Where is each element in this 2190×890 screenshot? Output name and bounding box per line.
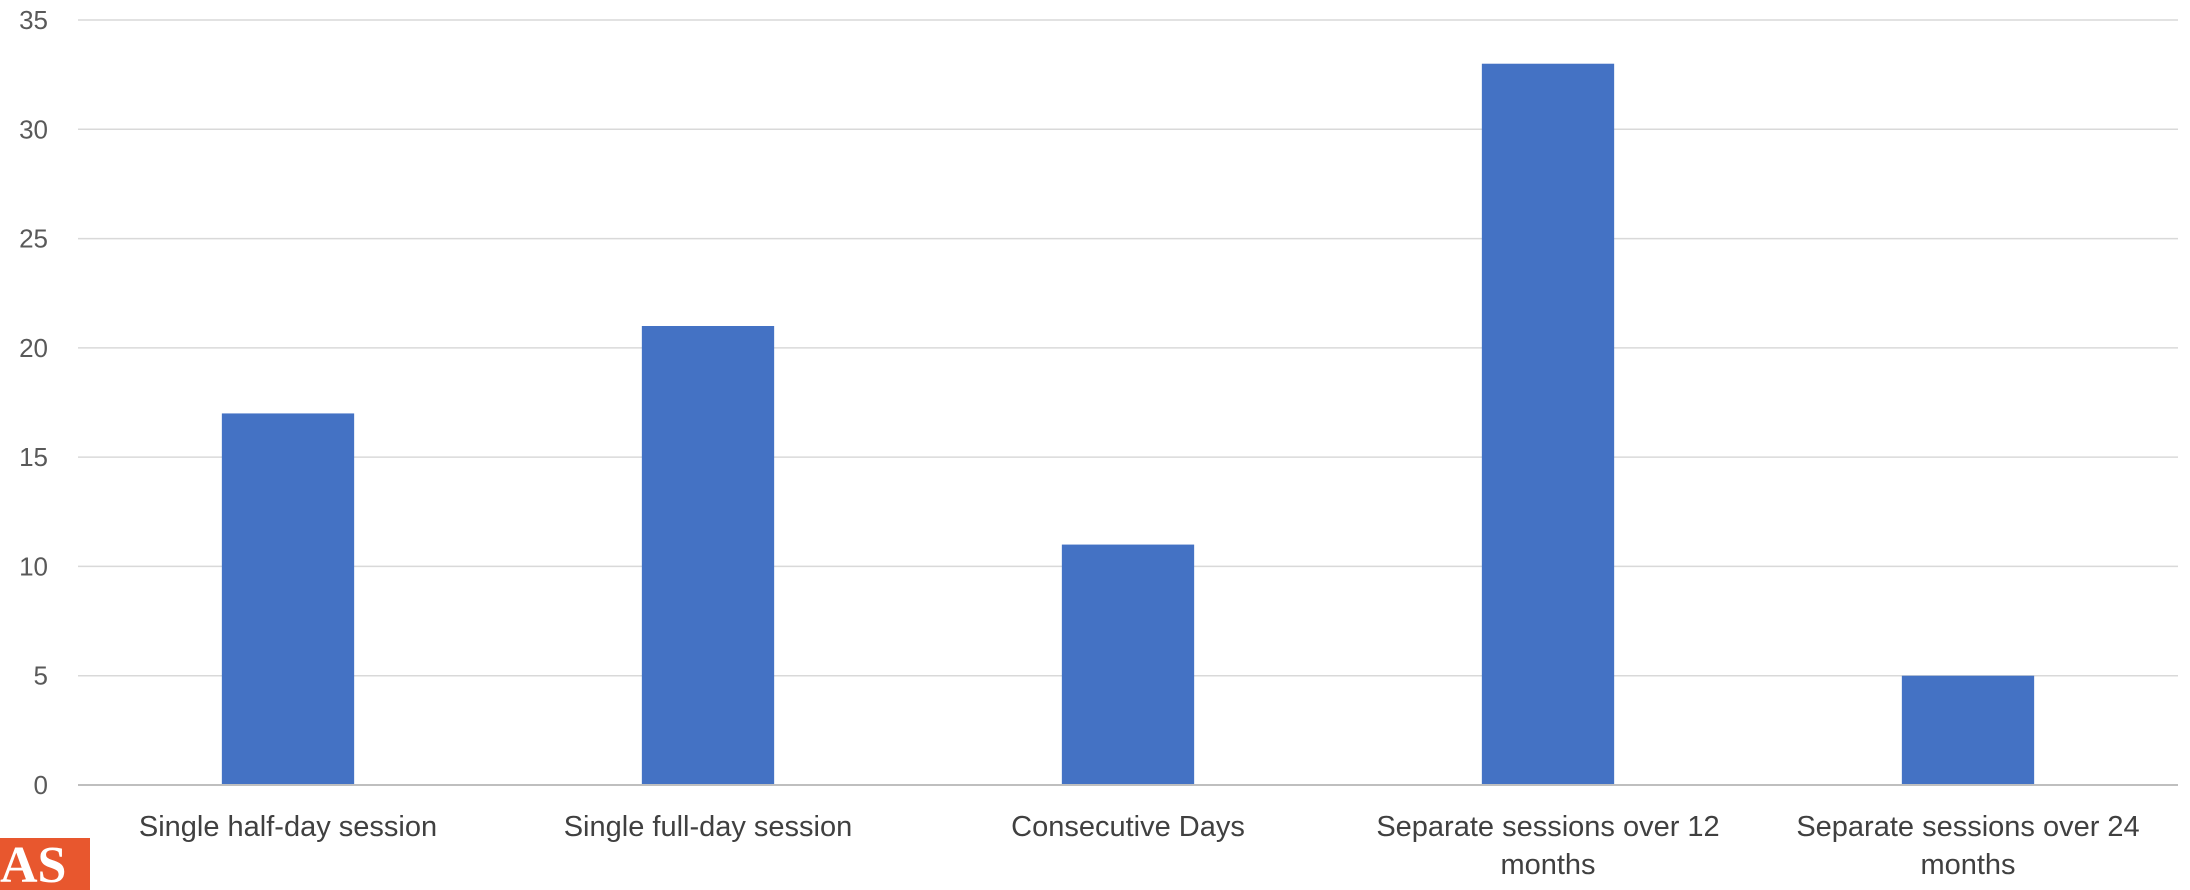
y-tick-label: 15 bbox=[19, 442, 48, 472]
bar bbox=[1901, 675, 2035, 785]
y-axis-tick-labels: 0 5 10 15 20 25 30 35 bbox=[19, 5, 48, 800]
logo-text: AS bbox=[0, 837, 66, 890]
x-axis-category-labels: Single half-day session Single full-day s… bbox=[139, 811, 2140, 881]
x-category-label: Consecutive Days bbox=[1011, 811, 1245, 843]
gridlines bbox=[78, 19, 2178, 677]
y-tick-label: 0 bbox=[34, 770, 48, 800]
x-category-label: Single full-day session bbox=[564, 811, 853, 843]
bar bbox=[1481, 63, 1615, 785]
x-category-label: months bbox=[1500, 849, 1595, 881]
x-category-label: Separate sessions over 12 bbox=[1376, 811, 1719, 843]
y-tick-label: 20 bbox=[19, 333, 48, 363]
bar bbox=[1061, 544, 1195, 785]
x-category-label: months bbox=[1920, 849, 2015, 881]
logo: AS bbox=[0, 830, 96, 890]
bar bbox=[221, 413, 355, 785]
bars bbox=[221, 63, 2035, 785]
x-category-label: Single half-day session bbox=[139, 811, 437, 843]
y-tick-label: 25 bbox=[19, 224, 48, 254]
y-tick-label: 30 bbox=[19, 114, 48, 144]
y-tick-label: 35 bbox=[19, 5, 48, 35]
bar bbox=[641, 326, 775, 785]
y-tick-label: 5 bbox=[34, 661, 48, 691]
x-category-label: Separate sessions over 24 bbox=[1796, 811, 2139, 843]
logo-background bbox=[0, 838, 90, 890]
y-tick-label: 10 bbox=[19, 551, 48, 581]
